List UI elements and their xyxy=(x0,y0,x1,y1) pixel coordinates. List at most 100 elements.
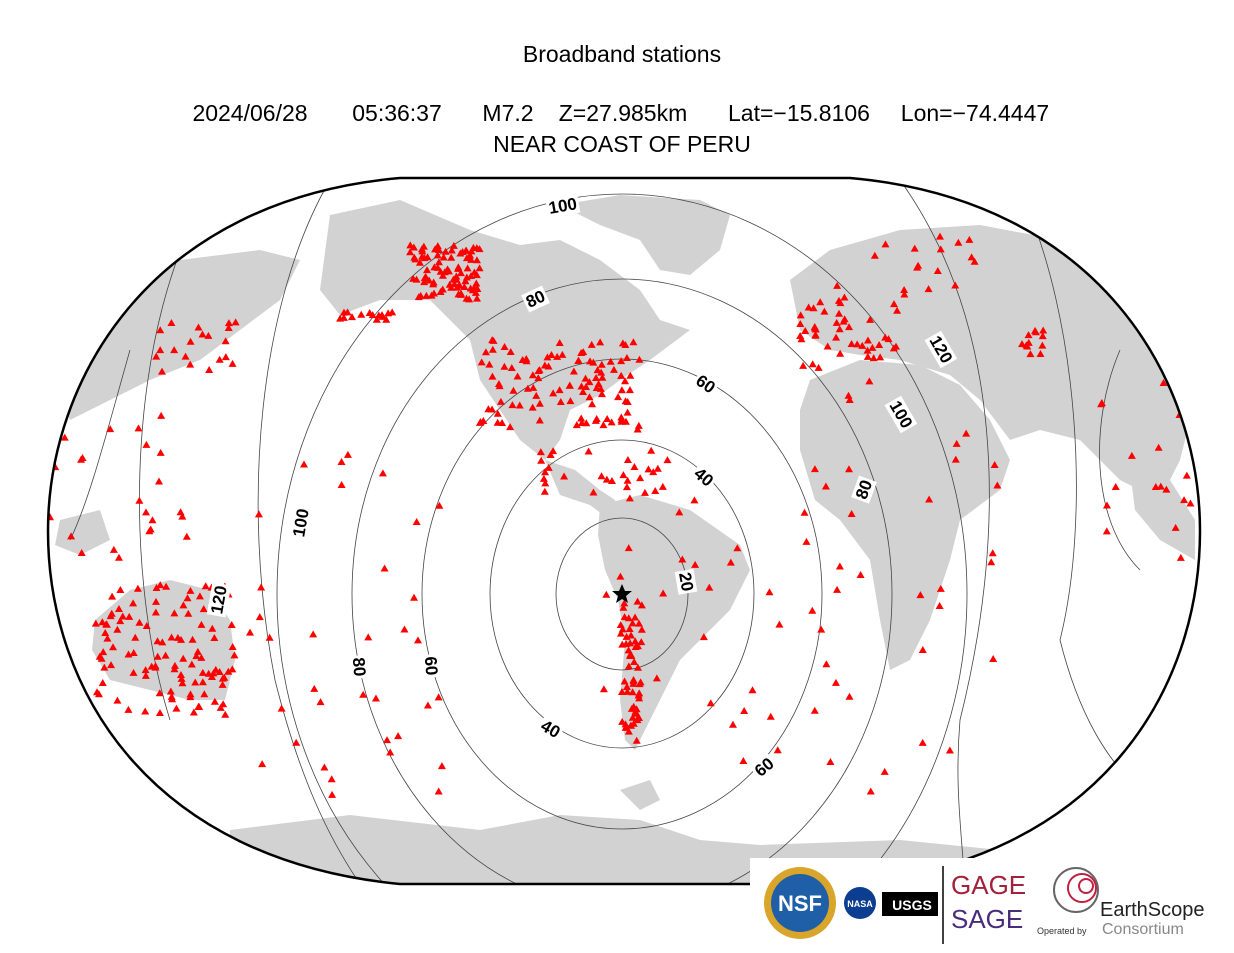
station xyxy=(471,288,480,296)
station xyxy=(176,670,185,678)
station xyxy=(954,238,963,246)
station xyxy=(633,663,642,671)
station xyxy=(572,421,581,429)
station xyxy=(1024,331,1033,339)
station xyxy=(146,525,155,533)
station xyxy=(219,700,228,708)
contour-label-bg xyxy=(749,752,780,782)
station xyxy=(410,593,419,601)
station xyxy=(630,657,639,665)
station xyxy=(186,586,195,594)
station xyxy=(629,338,638,346)
station xyxy=(472,256,481,264)
station xyxy=(621,377,630,385)
station xyxy=(840,315,849,323)
station xyxy=(208,624,217,632)
station xyxy=(49,432,58,440)
nasa-logo: NASA xyxy=(847,899,873,909)
station xyxy=(558,350,567,358)
station xyxy=(622,683,631,691)
station xyxy=(227,621,236,629)
station xyxy=(607,418,616,426)
station xyxy=(626,721,635,729)
station xyxy=(167,692,176,700)
station xyxy=(1038,341,1047,349)
station xyxy=(493,418,502,426)
contour-label: 40 xyxy=(690,464,717,491)
station xyxy=(157,411,166,419)
station xyxy=(418,247,427,255)
station xyxy=(617,386,626,394)
station xyxy=(993,481,1002,489)
contour-label: 40 xyxy=(538,716,564,742)
station xyxy=(625,624,634,632)
station xyxy=(534,366,543,374)
station xyxy=(537,456,546,464)
contour-label-bg xyxy=(545,193,581,219)
station xyxy=(1097,400,1106,408)
station xyxy=(216,703,225,711)
station xyxy=(628,713,637,721)
station xyxy=(170,661,179,669)
station xyxy=(626,371,635,379)
contour-label: 120 xyxy=(207,584,231,615)
station xyxy=(427,291,436,299)
station xyxy=(544,463,553,471)
station xyxy=(1031,326,1040,334)
station xyxy=(817,625,826,633)
station xyxy=(98,679,107,687)
station xyxy=(178,512,187,520)
station xyxy=(617,371,626,379)
station xyxy=(900,290,909,298)
station xyxy=(844,465,853,473)
station xyxy=(423,253,432,261)
station xyxy=(365,308,374,316)
station xyxy=(429,280,438,288)
station xyxy=(925,495,934,503)
contour-label-bg xyxy=(348,654,370,680)
station xyxy=(152,352,161,360)
station xyxy=(619,471,628,479)
station xyxy=(935,601,944,609)
station xyxy=(836,349,845,357)
station xyxy=(494,380,503,388)
station xyxy=(699,633,708,641)
station xyxy=(183,594,192,602)
station xyxy=(447,253,456,261)
station xyxy=(211,665,220,673)
station xyxy=(372,315,381,323)
station xyxy=(529,383,538,391)
station xyxy=(439,253,448,261)
station xyxy=(1024,338,1033,346)
station xyxy=(637,638,646,646)
station xyxy=(835,309,844,317)
station xyxy=(178,679,187,687)
station xyxy=(618,339,627,347)
station xyxy=(186,693,195,701)
station xyxy=(91,619,100,627)
station xyxy=(775,620,784,628)
station xyxy=(617,417,626,425)
station xyxy=(880,767,889,775)
station xyxy=(114,553,123,561)
station xyxy=(254,510,263,518)
station xyxy=(863,336,872,344)
region: NEAR COAST OF PERU xyxy=(493,131,751,157)
station xyxy=(618,625,627,633)
station xyxy=(316,698,325,706)
station xyxy=(508,401,517,409)
station xyxy=(989,655,998,663)
station xyxy=(626,631,635,639)
station xyxy=(796,332,805,340)
station xyxy=(658,482,667,490)
station xyxy=(881,333,890,341)
station xyxy=(58,411,67,419)
station xyxy=(205,366,214,374)
station xyxy=(221,337,230,345)
station xyxy=(125,612,134,620)
station xyxy=(118,612,127,620)
station xyxy=(617,413,626,421)
station xyxy=(191,678,200,686)
station xyxy=(653,464,662,472)
station xyxy=(1182,471,1191,479)
